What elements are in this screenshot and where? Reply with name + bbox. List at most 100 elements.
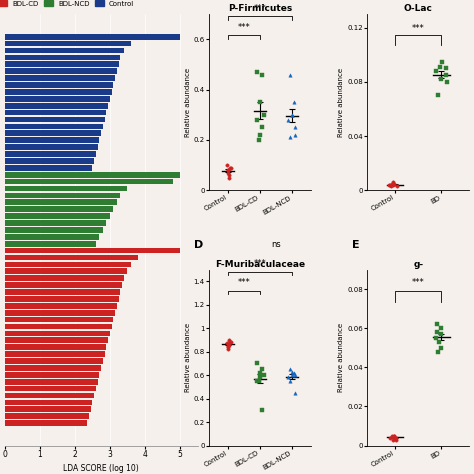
Point — [391, 432, 398, 439]
Point — [287, 71, 294, 78]
Bar — [5, 165, 92, 171]
Point — [224, 340, 231, 347]
Point — [225, 346, 232, 353]
Point — [253, 360, 261, 367]
Bar — [5, 55, 120, 60]
Y-axis label: Relative abundance: Relative abundance — [338, 68, 345, 137]
Bar — [5, 372, 100, 378]
Bar — [5, 392, 94, 398]
Point — [287, 365, 294, 373]
Title: g-: g- — [413, 260, 423, 269]
Point — [437, 330, 444, 338]
Bar — [5, 62, 118, 67]
Point — [260, 371, 267, 379]
Bar — [5, 110, 107, 115]
Bar — [5, 68, 117, 74]
Bar — [5, 227, 103, 233]
Bar — [5, 255, 138, 260]
Point — [442, 64, 449, 72]
Bar — [5, 130, 101, 136]
Point — [438, 324, 445, 332]
Point — [287, 377, 294, 385]
Point — [435, 338, 442, 346]
Point — [392, 434, 400, 441]
Bar — [5, 47, 124, 53]
Point — [434, 328, 441, 336]
Bar — [5, 179, 173, 184]
Point — [258, 407, 265, 414]
Point — [227, 338, 235, 346]
Point — [292, 124, 299, 131]
Point — [288, 111, 296, 118]
Point — [387, 181, 394, 189]
Bar — [5, 351, 105, 357]
Bar — [5, 407, 91, 412]
Title: P-Firmicutes: P-Firmicutes — [228, 4, 292, 13]
Title: F-Muribaculaceae: F-Muribaculaceae — [215, 260, 305, 269]
Point — [388, 180, 395, 187]
Point — [258, 71, 266, 78]
Bar — [5, 386, 96, 392]
Bar — [5, 144, 98, 150]
Point — [438, 344, 445, 352]
Bar — [5, 303, 117, 309]
Bar — [5, 137, 100, 143]
Bar — [5, 413, 89, 419]
Bar — [5, 379, 98, 384]
Bar — [5, 103, 108, 109]
Bar — [5, 337, 108, 343]
Point — [390, 434, 398, 441]
Point — [443, 78, 450, 86]
Bar — [5, 289, 120, 295]
Point — [253, 116, 261, 124]
Bar — [5, 248, 180, 254]
Bar — [5, 358, 103, 364]
Point — [291, 131, 299, 139]
Bar — [5, 220, 107, 226]
Bar — [5, 365, 101, 371]
Point — [224, 343, 231, 351]
Point — [258, 365, 266, 373]
Point — [435, 348, 442, 356]
Bar — [5, 282, 122, 288]
Point — [394, 182, 401, 190]
Bar — [5, 310, 115, 316]
Point — [388, 432, 395, 439]
Point — [225, 174, 233, 182]
Text: D: D — [193, 240, 203, 250]
Point — [224, 166, 231, 174]
Point — [387, 182, 395, 190]
Text: ns: ns — [271, 240, 281, 249]
Point — [442, 72, 449, 79]
Point — [392, 436, 400, 444]
Point — [288, 371, 296, 379]
Point — [225, 169, 232, 176]
Bar — [5, 206, 113, 212]
Point — [435, 91, 442, 99]
Bar — [5, 324, 112, 329]
Point — [389, 436, 397, 444]
Point — [253, 377, 261, 385]
X-axis label: LDA SCORE (log 10): LDA SCORE (log 10) — [64, 464, 139, 473]
Point — [260, 111, 267, 118]
Bar — [5, 186, 128, 191]
Point — [287, 134, 294, 141]
Point — [225, 172, 233, 179]
Point — [437, 63, 444, 71]
Bar — [5, 172, 180, 178]
Point — [390, 180, 398, 187]
Bar — [5, 345, 107, 350]
Bar — [5, 192, 120, 198]
Point — [390, 181, 397, 189]
Point — [432, 334, 440, 342]
Legend: BDL-CD, BDL-NCD, Control: BDL-CD, BDL-NCD, Control — [0, 0, 134, 7]
Text: ***: *** — [254, 259, 266, 268]
Bar — [5, 213, 110, 219]
Text: ***: *** — [237, 278, 250, 287]
Bar — [5, 151, 96, 157]
Text: ***: *** — [254, 4, 266, 13]
Point — [253, 68, 261, 76]
Bar — [5, 124, 103, 129]
Bar — [5, 420, 87, 426]
Point — [256, 374, 264, 381]
